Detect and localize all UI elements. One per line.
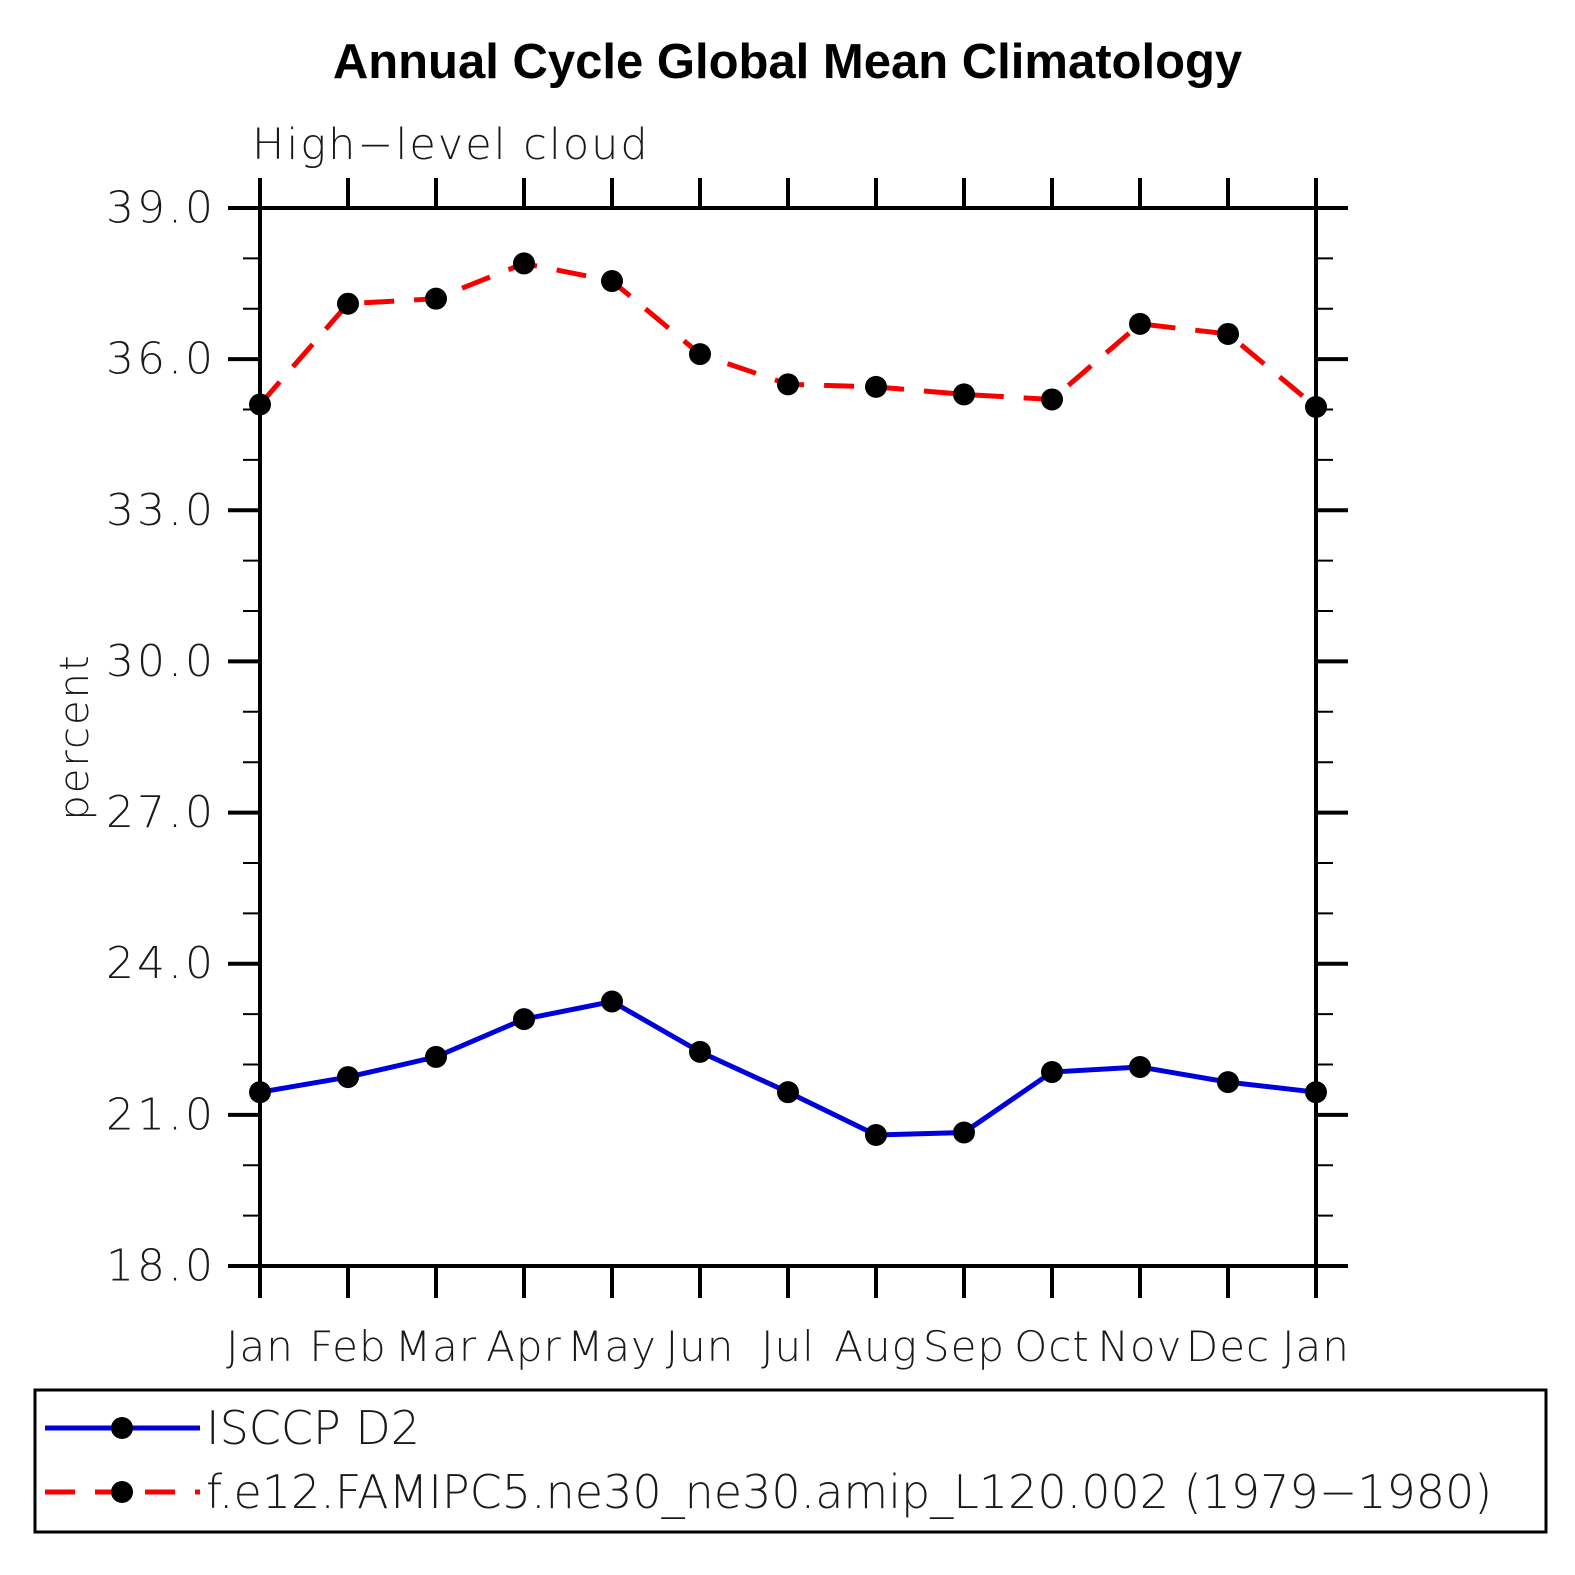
data-point — [777, 1081, 799, 1104]
data-point — [865, 375, 887, 398]
data-point — [865, 1124, 887, 1147]
data-point — [425, 287, 447, 310]
y-tick-label: 24.0 — [106, 938, 216, 989]
x-tick-label: Dec — [1186, 1322, 1270, 1371]
x-tick-label: Nov — [1098, 1322, 1183, 1371]
data-point — [1305, 1081, 1327, 1104]
chart-title: Annual Cycle Global Mean Climatology — [332, 35, 1243, 89]
y-tick-label: 39.0 — [106, 183, 216, 234]
data-point — [513, 1008, 535, 1031]
y-tick-label: 33.0 — [106, 485, 216, 536]
y-tick-label: 21.0 — [106, 1089, 216, 1140]
x-tick-label: Jul — [761, 1322, 815, 1371]
legend-marker — [111, 1417, 133, 1439]
y-tick-label: 36.0 — [106, 334, 216, 385]
chart-subtitle: High−level cloud — [252, 120, 650, 170]
x-tick-label: Sep — [923, 1322, 1005, 1371]
data-point — [601, 270, 623, 293]
data-point — [601, 990, 623, 1013]
legend-label-1: f.e12.FAMIPC5.ne30_ne30.amip_L120.002 (1… — [206, 1465, 1492, 1519]
x-tick-label: Jun — [666, 1322, 735, 1371]
legend-box — [33, 1388, 1548, 1534]
data-point — [1217, 1071, 1239, 1094]
data-point — [513, 252, 535, 275]
x-tick-label: Aug — [834, 1322, 918, 1371]
x-tick-label: Mar — [395, 1322, 477, 1371]
y-axis-title: percent — [52, 653, 98, 820]
y-tick-label: 18.0 — [106, 1241, 216, 1292]
data-point — [337, 1066, 359, 1089]
x-tick-label: Jan — [226, 1322, 294, 1371]
data-point — [1305, 396, 1327, 419]
legend-label-0: ISCCP D2 — [206, 1401, 420, 1455]
x-tick-label: Oct — [1014, 1322, 1090, 1371]
x-tick-label: Feb — [309, 1322, 386, 1371]
x-tick-label: Jan — [1282, 1322, 1350, 1371]
data-point — [1217, 322, 1239, 345]
data-point — [689, 1040, 711, 1063]
data-point — [337, 292, 359, 315]
data-point — [425, 1045, 447, 1068]
data-point — [689, 343, 711, 366]
data-point — [953, 1121, 975, 1144]
data-point — [249, 393, 271, 416]
data-point — [1129, 312, 1151, 335]
series-line-0 — [259, 998, 1317, 1138]
data-point — [1041, 388, 1063, 411]
data-point — [777, 373, 799, 396]
data-point — [953, 383, 975, 406]
x-tick-label: Apr — [486, 1322, 562, 1371]
y-tick-label: 27.0 — [106, 787, 216, 838]
plot-frame — [258, 206, 1318, 1268]
legend-marker — [111, 1481, 133, 1503]
y-tick-label: 30.0 — [106, 636, 216, 687]
data-point — [249, 1081, 271, 1104]
data-point — [1041, 1061, 1063, 1084]
data-point — [1129, 1055, 1151, 1078]
x-tick-label: May — [567, 1322, 657, 1371]
